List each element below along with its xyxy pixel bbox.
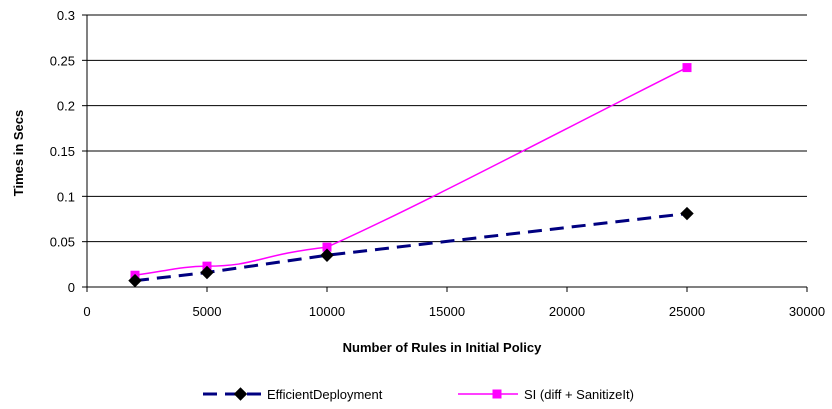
y-tick-label-4: 0.2 [57, 99, 75, 114]
data-point-s0-1 [200, 265, 214, 280]
y-tick-label-1: 0.05 [50, 235, 75, 250]
x-tick-label-3: 15000 [429, 304, 465, 319]
legend: EfficientDeployment SI (diff + SanitizeIt… [203, 387, 634, 402]
data-point-s1-2 [322, 242, 332, 252]
y-tick-label-2: 0.1 [57, 189, 75, 204]
x-tick-label-2: 10000 [309, 304, 345, 319]
x-axis-title: Number of Rules in Initial Policy [343, 340, 542, 355]
y-tick-label-0: 0 [68, 280, 75, 295]
x-tick-label-0: 0 [83, 304, 90, 319]
x-tick-label-5: 25000 [669, 304, 705, 319]
legend-label-1: SI (diff + SanitizeIt) [524, 387, 634, 402]
data-point-s0-3 [680, 206, 694, 221]
y-tick-label-3: 0.15 [50, 144, 75, 159]
data-point-s0-2 [320, 248, 334, 262]
y-tick-label-5: 0.25 [50, 53, 75, 68]
legend-item-1: SI (diff + SanitizeIt) [458, 387, 634, 402]
x-tick-label-6: 30000 [789, 304, 825, 319]
y-axis-title: Times in Secs [11, 110, 26, 196]
tick-labels: 0 0.05 0.1 0.15 0.2 0.25 0.3 0 5000 10000 15000 200… [50, 8, 825, 319]
y-tick-label-6: 0.3 [57, 8, 75, 23]
legend-marker-0 [233, 387, 248, 401]
x-tick-label-1: 5000 [193, 304, 222, 319]
legend-label-0: EfficientDeployment [267, 387, 383, 402]
gridlines [87, 14, 807, 243]
data-point-s1-3 [682, 63, 692, 73]
series-line-0 [134, 212, 688, 283]
x-tick-label-4: 20000 [549, 304, 585, 319]
legend-marker-1 [492, 389, 502, 399]
data-point-s0-0 [128, 273, 142, 288]
series-0 [128, 206, 694, 288]
series-layer [128, 63, 694, 288]
legend-item-0: EfficientDeployment [203, 387, 383, 402]
